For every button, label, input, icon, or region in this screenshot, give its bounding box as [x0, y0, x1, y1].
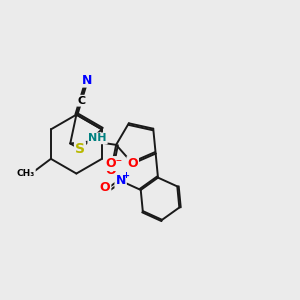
- Text: +: +: [122, 171, 129, 180]
- Text: O: O: [105, 164, 116, 177]
- Text: N: N: [82, 74, 92, 87]
- Text: O⁻: O⁻: [106, 157, 123, 170]
- Text: S: S: [75, 142, 85, 156]
- Text: C: C: [77, 96, 85, 106]
- Text: O: O: [128, 157, 138, 170]
- Text: O: O: [100, 181, 110, 194]
- Text: NH: NH: [88, 133, 107, 143]
- Text: CH₃: CH₃: [17, 169, 35, 178]
- Text: N: N: [116, 174, 126, 187]
